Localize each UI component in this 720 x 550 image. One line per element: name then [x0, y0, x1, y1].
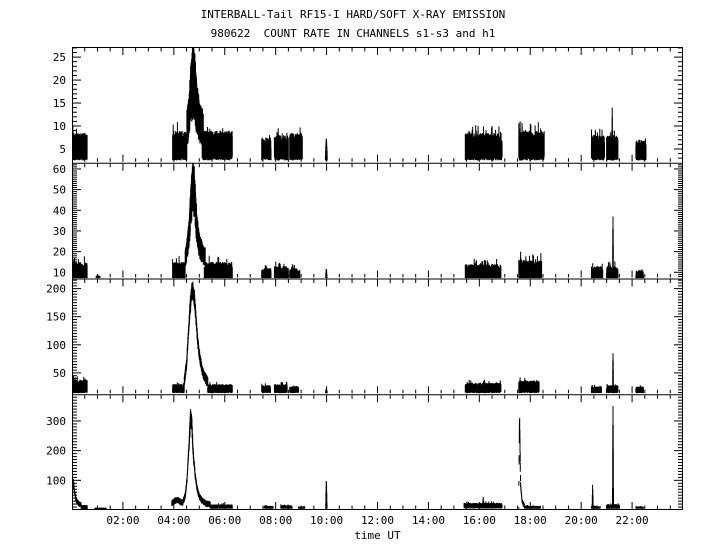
svg-text:08:00: 08:00 — [259, 514, 292, 527]
svg-text:10:00: 10:00 — [310, 514, 343, 527]
svg-text:10: 10 — [53, 266, 66, 279]
svg-text:22:00: 22:00 — [616, 514, 649, 527]
svg-text:16:00: 16:00 — [463, 514, 496, 527]
svg-text:20:00: 20:00 — [565, 514, 598, 527]
svg-text:50: 50 — [53, 184, 66, 197]
svg-text:150: 150 — [46, 311, 66, 324]
svg-text:60: 60 — [53, 163, 66, 176]
svg-text:25: 25 — [53, 51, 66, 64]
chart-title: INTERBALL-Tail RF15-I HARD/SOFT X-RAY EM… — [200, 8, 506, 21]
svg-text:40: 40 — [53, 204, 66, 217]
svg-text:20: 20 — [53, 74, 66, 87]
svg-text:5: 5 — [59, 143, 66, 156]
svg-text:100: 100 — [46, 339, 66, 352]
svg-text:time UT: time UT — [354, 529, 401, 542]
chart-subtitle: 980622 COUNT RATE IN CHANNELS s1-s3 and … — [210, 27, 496, 40]
svg-text:04:00: 04:00 — [157, 514, 190, 527]
svg-text:30: 30 — [53, 225, 66, 238]
svg-text:10: 10 — [53, 120, 66, 133]
svg-text:15: 15 — [53, 97, 66, 110]
svg-text:20: 20 — [53, 246, 66, 259]
svg-text:02:00: 02:00 — [106, 514, 139, 527]
svg-text:12:00: 12:00 — [361, 514, 394, 527]
svg-text:14:00: 14:00 — [412, 514, 445, 527]
svg-text:18:00: 18:00 — [514, 514, 547, 527]
svg-text:50: 50 — [53, 367, 66, 380]
svg-text:300: 300 — [46, 415, 66, 428]
svg-text:200: 200 — [46, 445, 66, 458]
svg-text:06:00: 06:00 — [208, 514, 241, 527]
svg-text:200: 200 — [46, 283, 66, 296]
svg-text:100: 100 — [46, 474, 66, 487]
